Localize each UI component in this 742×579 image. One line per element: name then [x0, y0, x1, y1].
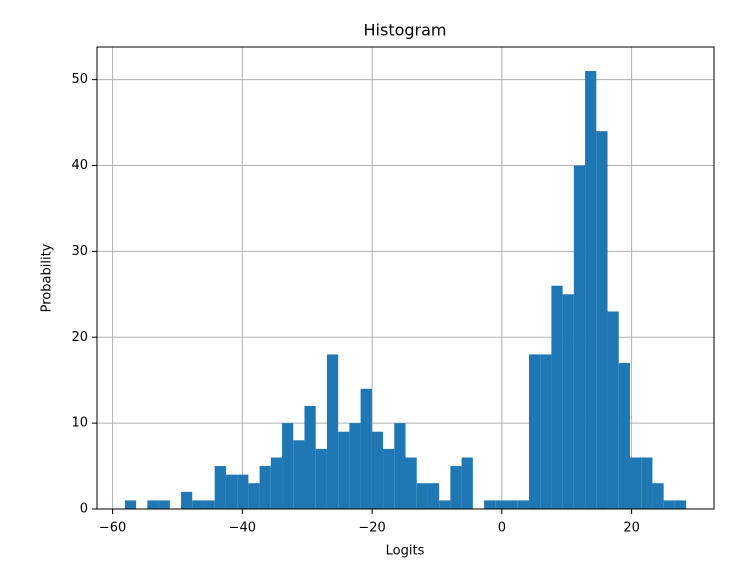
bar [248, 483, 260, 509]
bar [450, 466, 462, 509]
y-tick-label: 20 [71, 330, 88, 345]
bar [304, 405, 316, 509]
bar [551, 285, 563, 509]
x-tick-label: −40 [229, 521, 256, 536]
bar [326, 354, 339, 509]
bar [405, 457, 417, 509]
chart-title: Histogram [364, 21, 447, 40]
bar [528, 354, 541, 509]
bar [394, 423, 406, 509]
bar [383, 448, 395, 509]
bar [338, 431, 350, 509]
bar [147, 500, 159, 509]
bar [315, 448, 327, 509]
bar [495, 500, 507, 509]
bar [506, 500, 518, 509]
bar [607, 311, 619, 509]
bar [641, 457, 653, 509]
bar [192, 500, 204, 509]
y-tick-label: 0 [80, 502, 88, 517]
bar [484, 500, 496, 509]
bar [203, 500, 215, 509]
bar [270, 457, 283, 509]
bar [663, 500, 675, 509]
bar [225, 474, 238, 509]
plot-frame [96, 46, 715, 510]
bar [618, 363, 630, 509]
x-tick-label: 20 [623, 521, 640, 536]
bar [540, 354, 552, 509]
y-axis-label: Probability [40, 243, 55, 312]
bar [371, 431, 384, 509]
y-tick-label: 30 [71, 244, 88, 259]
y-tick-label: 40 [71, 158, 88, 173]
x-tick-label: −60 [99, 521, 126, 536]
bar [439, 500, 451, 509]
bar [293, 440, 305, 509]
bar [214, 466, 226, 509]
x-tick-label: 0 [498, 521, 506, 536]
bar [181, 491, 193, 509]
bar [461, 457, 473, 509]
bar [124, 500, 137, 509]
bar [629, 457, 642, 509]
bar [259, 466, 271, 509]
bar [585, 71, 597, 509]
y-tick-label: 50 [71, 72, 88, 87]
bar [416, 483, 428, 509]
bar [237, 474, 249, 509]
x-tick-label: −20 [358, 521, 385, 536]
y-tick-label: 10 [71, 416, 88, 431]
bar [562, 294, 574, 509]
bar [427, 483, 440, 509]
bar [517, 500, 529, 509]
bar [282, 423, 294, 509]
bar [573, 165, 586, 510]
bar [596, 131, 608, 509]
bar [674, 500, 687, 509]
bar [652, 483, 664, 509]
x-axis-label: Logits [386, 544, 425, 559]
bar [349, 423, 361, 509]
bar [158, 500, 170, 509]
bar [360, 388, 372, 509]
